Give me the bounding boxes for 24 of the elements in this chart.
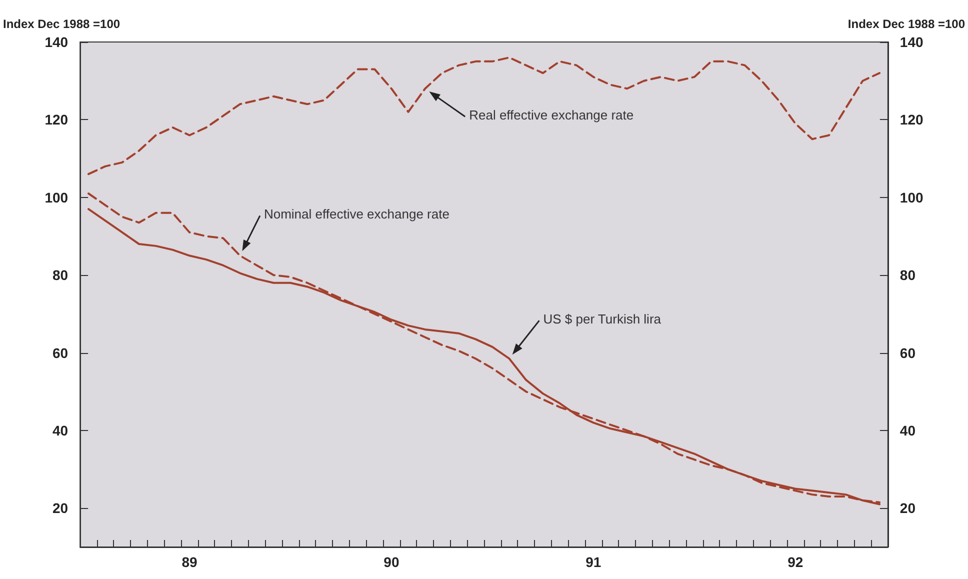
y-tick-label: 80 <box>52 267 68 284</box>
y-tick-label: 100 <box>44 189 68 206</box>
x-tick-label: 89 <box>182 554 198 570</box>
line-series <box>87 56 881 176</box>
y2-tick-label: 40 <box>900 422 916 438</box>
annotation: US $ per Turkish lira <box>543 312 662 327</box>
y-tick-label: 60 <box>52 344 68 361</box>
y-tick-label: 40 <box>52 422 68 438</box>
x-tick-label: 92 <box>788 554 804 570</box>
annotation: Real effective exchange rate <box>469 108 634 123</box>
y2-axis-title: Index Dec 1988 =100 <box>848 17 966 31</box>
y2-tick-label: 120 <box>900 112 924 128</box>
y-tick-label: 20 <box>52 500 68 516</box>
y-axis-title: Index Dec 1988 =100 <box>2 17 120 31</box>
y-tick-label: 140 <box>44 34 68 50</box>
y2-tick-label: 20 <box>900 500 916 516</box>
x-tick-label: 91 <box>586 554 602 570</box>
y2-tick-label: 100 <box>900 189 924 206</box>
x-tick-label: 90 <box>384 554 400 570</box>
y-tick-label: 120 <box>44 112 68 128</box>
annotation: Nominal effective exchange rate <box>264 206 450 222</box>
y2-tick-label: 140 <box>900 34 924 50</box>
y2-tick-label: 80 <box>900 267 916 284</box>
y2-tick-label: 60 <box>900 344 916 361</box>
